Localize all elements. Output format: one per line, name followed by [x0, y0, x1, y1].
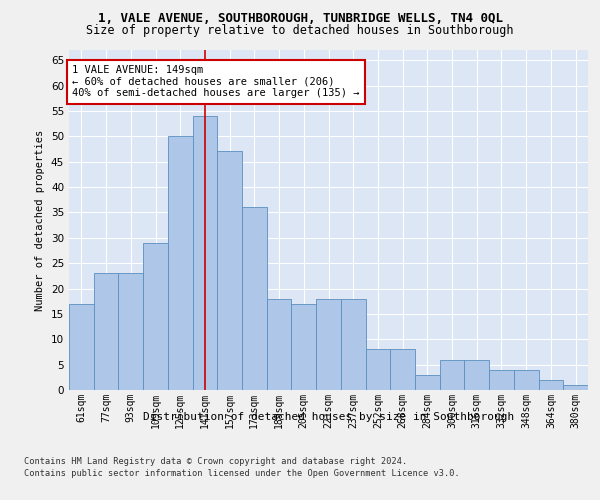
- Text: Contains HM Land Registry data © Crown copyright and database right 2024.: Contains HM Land Registry data © Crown c…: [24, 458, 407, 466]
- Bar: [242, 208, 267, 390]
- Bar: [193, 116, 217, 390]
- Text: Contains public sector information licensed under the Open Government Licence v3: Contains public sector information licen…: [24, 469, 460, 478]
- Text: 1 VALE AVENUE: 149sqm
← 60% of detached houses are smaller (206)
40% of semi-det: 1 VALE AVENUE: 149sqm ← 60% of detached …: [72, 65, 359, 98]
- Bar: [118, 274, 143, 390]
- Bar: [440, 360, 464, 390]
- Bar: [267, 298, 292, 390]
- Bar: [390, 350, 415, 390]
- Text: Size of property relative to detached houses in Southborough: Size of property relative to detached ho…: [86, 24, 514, 37]
- Bar: [563, 385, 588, 390]
- Bar: [168, 136, 193, 390]
- Bar: [316, 298, 341, 390]
- Bar: [69, 304, 94, 390]
- Bar: [489, 370, 514, 390]
- Bar: [94, 274, 118, 390]
- Bar: [143, 243, 168, 390]
- Bar: [365, 350, 390, 390]
- Bar: [341, 298, 365, 390]
- Bar: [539, 380, 563, 390]
- Bar: [415, 375, 440, 390]
- Bar: [464, 360, 489, 390]
- Y-axis label: Number of detached properties: Number of detached properties: [35, 130, 46, 310]
- Bar: [514, 370, 539, 390]
- Text: 1, VALE AVENUE, SOUTHBOROUGH, TUNBRIDGE WELLS, TN4 0QL: 1, VALE AVENUE, SOUTHBOROUGH, TUNBRIDGE …: [97, 12, 503, 26]
- Bar: [217, 152, 242, 390]
- Text: Distribution of detached houses by size in Southborough: Distribution of detached houses by size …: [143, 412, 514, 422]
- Bar: [292, 304, 316, 390]
